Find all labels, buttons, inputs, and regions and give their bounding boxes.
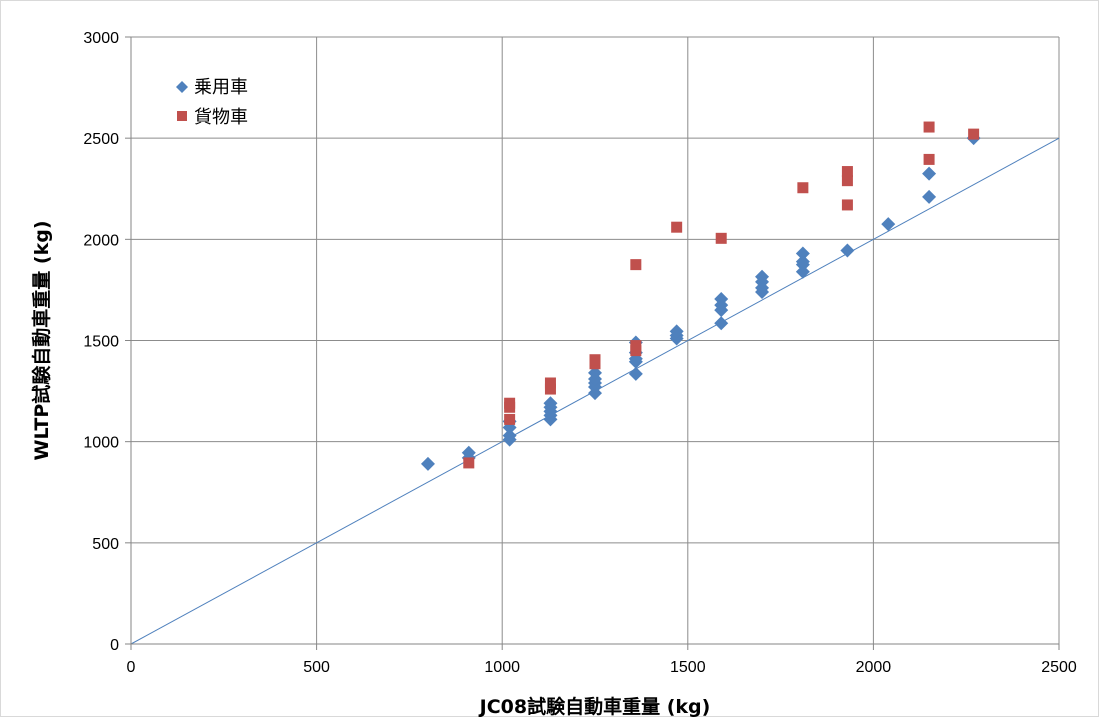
data-point-diamond: [795, 254, 810, 269]
data-points: [420, 121, 981, 471]
data-point-square: [841, 199, 853, 211]
y-tick-label: 500: [92, 536, 119, 553]
x-tick-label: 1500: [670, 659, 706, 676]
data-point-diamond: [543, 396, 558, 411]
data-point-diamond: [922, 189, 937, 204]
x-tick-label: 2000: [856, 659, 892, 676]
axes: [125, 36, 1060, 650]
data-point-diamond: [795, 246, 810, 261]
data-point-diamond: [755, 269, 770, 284]
y-tick-label: 3000: [83, 30, 119, 47]
data-point-square: [968, 128, 980, 140]
y-axis-title: WLTP試験自動車重量 (kg): [30, 220, 53, 460]
data-point-diamond: [461, 445, 476, 460]
y-tick-label: 1000: [83, 435, 119, 452]
data-point-square: [544, 377, 556, 389]
x-tick-label: 2500: [1041, 659, 1077, 676]
data-point-square: [589, 354, 601, 366]
data-point-diamond: [840, 243, 855, 258]
data-point-square: [463, 457, 475, 469]
data-point-square: [630, 259, 642, 271]
data-point-diamond: [714, 316, 729, 331]
y-tick-label: 2000: [83, 232, 119, 249]
data-point-diamond: [420, 456, 435, 471]
y-tick-labels: 0 500 1000 1500 2000 2500 3000: [83, 30, 119, 654]
x-tick-label: 500: [303, 659, 330, 676]
y-tick-label: 0: [110, 637, 119, 654]
legend-item-series-0: 乗用車: [176, 77, 248, 98]
x-tick-labels: 0 500 1000 1500 2000 2500: [127, 659, 1077, 676]
data-point-diamond: [795, 264, 810, 279]
y-tick-label: 2500: [83, 131, 119, 148]
data-point-square: [504, 397, 516, 409]
data-point-square: [630, 340, 642, 352]
legend-item-series-1: 貨物車: [177, 107, 248, 128]
data-point-diamond: [588, 365, 602, 380]
data-point-square: [923, 153, 935, 165]
data-point-square: [841, 175, 853, 187]
data-point-diamond: [714, 292, 729, 307]
data-point-diamond: [881, 217, 896, 232]
data-point-square: [841, 166, 853, 178]
y-tick-label: 1500: [83, 334, 119, 351]
data-point-square: [671, 221, 683, 233]
x-axis-title: JC08試験自動車重量 (kg): [478, 695, 711, 718]
data-point-diamond: [922, 166, 937, 181]
legend-label: 乗用車: [194, 77, 248, 98]
data-point-square: [797, 182, 809, 194]
legend-marker-diamond: [176, 81, 188, 93]
legend: 乗用車 貨物車: [176, 77, 248, 128]
data-point-diamond: [669, 324, 684, 339]
x-tick-label: 1000: [484, 659, 520, 676]
data-point-square: [715, 232, 727, 244]
data-point-diamond: [628, 366, 643, 381]
legend-label: 貨物車: [194, 107, 248, 128]
legend-marker-square: [177, 111, 187, 121]
x-tick-label: 0: [127, 659, 136, 676]
data-point-diamond: [502, 428, 517, 443]
gridlines: [130, 36, 1060, 645]
data-point-square: [504, 413, 516, 425]
data-point-square: [544, 383, 556, 395]
data-point-square: [923, 121, 935, 133]
